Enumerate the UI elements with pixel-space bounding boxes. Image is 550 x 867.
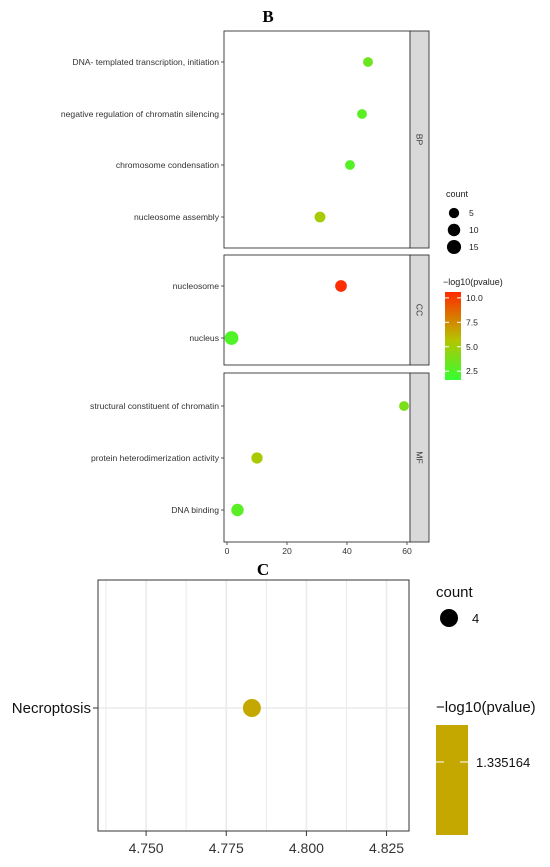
panel-c-size-legend-key [440, 609, 458, 627]
y-tick-label: nucleus [189, 333, 219, 343]
panel-c-size-legend-title: count [436, 584, 474, 601]
y-tick-label: structural constituent of chromatin [90, 401, 219, 411]
facet-strip-bp [409, 30, 430, 249]
facet-strip-mf [409, 372, 430, 543]
x-tick-label: 4.750 [129, 840, 164, 856]
point-dna-binding [231, 503, 244, 517]
panel-b-letter: B [262, 7, 273, 26]
y-tick-label: nucleosome [173, 281, 220, 291]
panel-c-y-tick-labels: Necroptosis [12, 700, 98, 717]
facet-strip-cc [409, 254, 430, 366]
panel-c-size-legend: count 4 [436, 584, 479, 627]
facet-strip-label: MF [415, 451, 425, 463]
panel-b-color-legend-title: −log10(pvalue) [443, 277, 503, 287]
panel-c-colorbar [436, 725, 468, 835]
size-legend-key [447, 223, 461, 237]
panel-b-color-legend: −log10(pvalue) 10.0 7.5 5.0 2.5 [443, 277, 503, 380]
point-nucleus [224, 331, 239, 345]
y-tick-label: protein heterodimerization activity [91, 453, 220, 463]
point-nucleosome-assembly [314, 211, 326, 223]
colorbar-label: 2.5 [466, 366, 478, 376]
panel-b-size-legend: count 5 10 15 [446, 189, 479, 255]
y-tick-label: DNA binding [171, 505, 219, 515]
panel-b-facet-frames [223, 30, 411, 543]
panel-b-facet-strips: BP CC MF [409, 30, 430, 543]
point-structural-constituent-of-chromatin [399, 401, 409, 411]
size-legend-key [448, 207, 460, 219]
x-tick-label: 40 [342, 546, 352, 556]
panel-b-x-axis: 0 20 40 60 [225, 542, 412, 556]
colorbar-label: 10.0 [466, 293, 483, 303]
panel-b-y-tick-labels: DNA- templated transcription, initiation… [61, 57, 224, 515]
point-necroptosis [242, 699, 261, 717]
x-tick-label: 60 [402, 546, 412, 556]
y-tick-label: nucleosome assembly [134, 212, 220, 222]
size-legend-key [446, 239, 462, 255]
x-tick-label: 4.800 [289, 840, 324, 856]
panel-c-letter: C [257, 560, 269, 579]
colorbar-label: 7.5 [466, 317, 478, 327]
point-chromosome-condensation [345, 160, 355, 170]
panel-c-points [242, 699, 261, 717]
x-tick-label: 4.825 [369, 840, 404, 856]
facet-panel-cc [224, 255, 410, 365]
panel-c-color-legend-label: 1.335164 [476, 755, 530, 770]
y-tick-label: Necroptosis [12, 700, 91, 717]
point-nucleosome [335, 280, 347, 292]
panel-c-x-axis: 4.750 4.775 4.800 4.825 [129, 831, 404, 856]
y-tick-label: negative regulation of chromatin silenci… [61, 109, 219, 119]
panel-c-size-legend-label: 4 [472, 611, 479, 626]
panel-b-points [224, 57, 409, 517]
size-legend-label: 5 [469, 208, 474, 218]
size-legend-label: 10 [469, 225, 479, 235]
point-dna-templated-transcription-initiation [363, 57, 373, 67]
size-legend-label: 15 [469, 242, 479, 252]
y-tick-label: chromosome condensation [116, 160, 219, 170]
panel-b-colorbar [445, 292, 461, 380]
panel-c-color-legend: −log10(pvalue) 1.335164 [436, 699, 536, 835]
panel-c: C Necroptosis 4.750 4.775 4.800 4.825 count… [12, 560, 536, 856]
point-protein-heterodimerization-activity [251, 452, 263, 464]
facet-panel-bp [224, 31, 410, 248]
x-tick-label: 4.775 [209, 840, 244, 856]
x-tick-label: 0 [225, 546, 230, 556]
y-tick-label: DNA- templated transcription, initiation [72, 57, 219, 67]
panel-c-color-legend-title: −log10(pvalue) [436, 699, 536, 716]
facet-strip-label: BP [415, 134, 425, 146]
x-tick-label: 20 [282, 546, 292, 556]
facet-strip-label: CC [415, 304, 425, 316]
panel-b: B BP CC MF DNA- templated transcription, i… [61, 7, 503, 556]
panel-c-frame [97, 579, 410, 832]
colorbar-label: 5.0 [466, 342, 478, 352]
point-negative-regulation-of-chromatin-silencing [357, 109, 367, 119]
panel-b-size-legend-title: count [446, 189, 469, 199]
